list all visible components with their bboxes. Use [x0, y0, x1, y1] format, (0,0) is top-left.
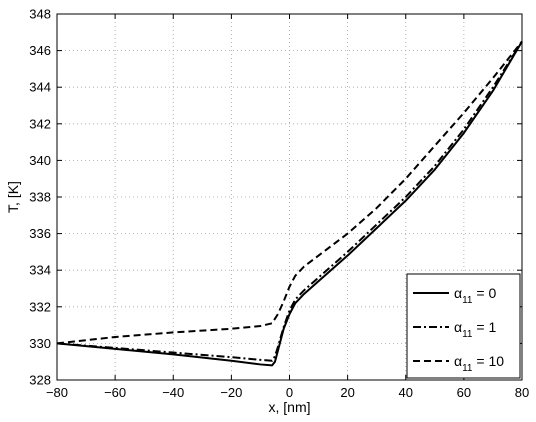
y-tick-label: 336	[29, 226, 51, 241]
legend-entry-0: α11 = 0	[454, 285, 496, 306]
y-tick-label: 342	[29, 116, 51, 131]
y-tick-label: 334	[29, 263, 51, 278]
series-line-0	[56, 40, 523, 367]
x-tick-label: 0	[286, 385, 293, 400]
legend-entry-2: α11 = 10	[454, 353, 504, 374]
series-lines	[56, 40, 523, 367]
x-tick-label: −80	[46, 385, 68, 400]
y-tick-label: 348	[29, 7, 51, 22]
legend-entry-1: α11 = 1	[454, 319, 496, 340]
x-tick-label: −20	[220, 385, 242, 400]
tick-labels: −80 −60 −40 −20 0 20 40 60 80 328 330 332 334 336 338 3…	[29, 7, 529, 401]
x-axis-label: x, [nm]	[268, 399, 310, 415]
y-tick-label: 340	[29, 153, 51, 168]
x-tick-label: 20	[340, 385, 354, 400]
x-tick-label: 40	[399, 385, 413, 400]
y-axis-label: T, [K]	[5, 181, 21, 213]
y-tick-label: 330	[29, 336, 51, 351]
y-tick-label: 346	[29, 43, 51, 58]
grid	[57, 14, 522, 380]
y-tick-label: 338	[29, 190, 51, 205]
legend: α11 = 0 α11 = 1 α11 = 10	[406, 273, 521, 379]
x-tick-label: −40	[162, 385, 184, 400]
y-tick-label: 328	[29, 373, 51, 388]
x-tick-label: −60	[104, 385, 126, 400]
series-line-1	[56, 40, 523, 362]
y-tick-label: 344	[29, 80, 51, 95]
x-tick-label: 80	[515, 385, 529, 400]
x-tick-label: 60	[457, 385, 471, 400]
y-tick-label: 332	[29, 299, 51, 314]
series-line-2	[56, 40, 523, 345]
